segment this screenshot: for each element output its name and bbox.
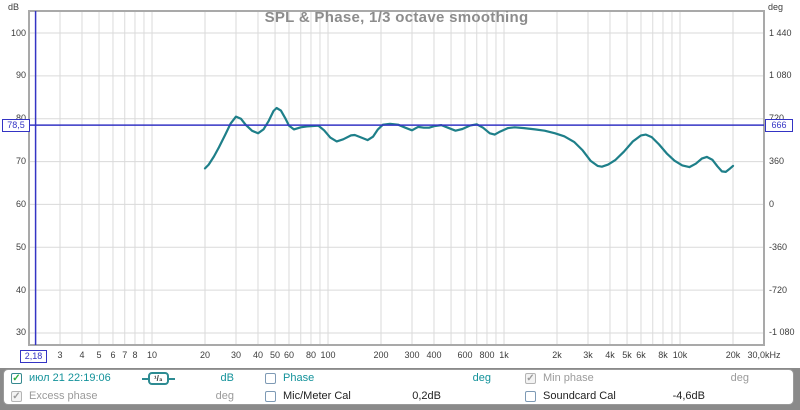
smoothing-1-3-icon[interactable]: ¹/₃: [142, 372, 175, 385]
cursor-frequency-badge: 2,18: [20, 350, 47, 363]
smoothing-icon-right-stub: [168, 377, 175, 380]
excess-phase-checkbox[interactable]: ✓: [11, 391, 22, 402]
smoothing-icon-box: ¹/₃: [148, 372, 169, 385]
right-axis-tick: 1 440: [769, 27, 792, 38]
phase-checkbox[interactable]: [265, 373, 276, 384]
left-axis-unit: dB: [8, 2, 20, 12]
left-axis-tick: 60: [15, 198, 26, 209]
x-axis-tick: 5k: [622, 350, 632, 360]
legend-panel: ✓ июл 21 22:19:06 ¹/₃ dB ✓ Excess phase …: [3, 369, 794, 405]
x-axis-tick: 4k: [605, 350, 615, 360]
phase-label: Phase: [283, 372, 315, 384]
x-axis-tick: 4: [79, 350, 85, 360]
mic-meter-cal-checkbox[interactable]: [265, 391, 276, 402]
excess-phase-label: Excess phase: [29, 390, 98, 402]
soundcard-cal-checkbox[interactable]: [525, 391, 536, 402]
x-axis-tick: 8k: [658, 350, 668, 360]
measurement-checkbox[interactable]: ✓: [11, 373, 22, 384]
x-axis-tick: 50: [270, 350, 281, 360]
x-axis-tick: 600: [457, 350, 473, 360]
x-axis-tick: 400: [426, 350, 442, 360]
min-phase-unit: deg: [730, 372, 749, 384]
x-axis-tick: 3: [57, 350, 63, 360]
spl-response-curve: [203, 106, 735, 173]
left-axis-tick: 100: [10, 27, 26, 38]
mic-meter-cal-value: 0,2dB: [412, 390, 441, 402]
x-axis-tick: 3k: [583, 350, 593, 360]
x-axis-tick: 2k: [552, 350, 562, 360]
left-axis-tick: 80: [0, 113, 26, 124]
left-axis-tick: 40: [15, 284, 26, 295]
x-axis-tick: 800: [479, 350, 495, 360]
measurement-unit: dB: [220, 372, 234, 384]
cursor-phase-value-badge: 666: [765, 118, 793, 132]
soundcard-cal-label: Soundcard Cal: [543, 390, 616, 402]
x-axis-tick: 30: [230, 350, 241, 360]
mic-meter-cal-label: Mic/Meter Cal: [283, 390, 351, 402]
x-axis-tick: 8: [132, 350, 138, 360]
x-axis-tick: 200: [373, 350, 389, 360]
min-phase-label: Min phase: [543, 372, 594, 384]
x-axis-tick: 20k: [725, 350, 741, 360]
x-axis-tick: 1k: [499, 350, 509, 360]
chart-title: SPL & Phase, 1/3 octave smoothing: [264, 9, 529, 26]
measurement-label: июл 21 22:19:06: [29, 372, 111, 384]
x-axis-tick: 30,0kHz: [747, 350, 781, 360]
cursor-spl-value-badge: 78,5: [2, 118, 30, 132]
x-axis-tick: 40: [252, 350, 263, 360]
left-axis-tick: 50: [15, 241, 26, 252]
x-axis-tick: 60: [283, 350, 294, 360]
x-axis-tick: 20: [199, 350, 210, 360]
soundcard-cal-value: -4,6dB: [672, 390, 705, 402]
x-axis-tick: 300: [404, 350, 420, 360]
x-axis-tick: 10k: [672, 350, 688, 360]
x-axis-tick: 80: [305, 350, 316, 360]
x-axis-tick: 5: [96, 350, 102, 360]
right-axis-tick: -1 080: [769, 327, 795, 338]
x-axis-tick: 100: [320, 350, 336, 360]
right-axis-tick: 0: [769, 198, 775, 209]
min-phase-checkbox[interactable]: ✓: [525, 373, 536, 384]
grid-lines: [29, 11, 764, 345]
left-axis-tick: 30: [15, 327, 26, 338]
left-axis-tick: 90: [15, 70, 26, 81]
x-axis-tick: 6: [110, 350, 116, 360]
phase-unit: deg: [472, 372, 491, 384]
smoothing-icon-left-stub: [142, 377, 148, 380]
left-axis-tick: 70: [15, 156, 26, 167]
plot-frame: [28, 10, 765, 346]
right-axis-unit: deg: [768, 2, 784, 12]
x-axis-tick: 7: [122, 350, 128, 360]
x-axis-tick: 10: [147, 350, 158, 360]
right-axis-tick: -360: [769, 241, 788, 252]
right-axis-tick: 1 080: [769, 70, 792, 81]
right-axis-tick: 360: [769, 156, 785, 167]
x-axis-tick: 6k: [636, 350, 646, 360]
right-axis-tick: -720: [769, 284, 788, 295]
excess-phase-unit: deg: [215, 390, 234, 402]
right-axis-tick: 720: [769, 113, 799, 124]
